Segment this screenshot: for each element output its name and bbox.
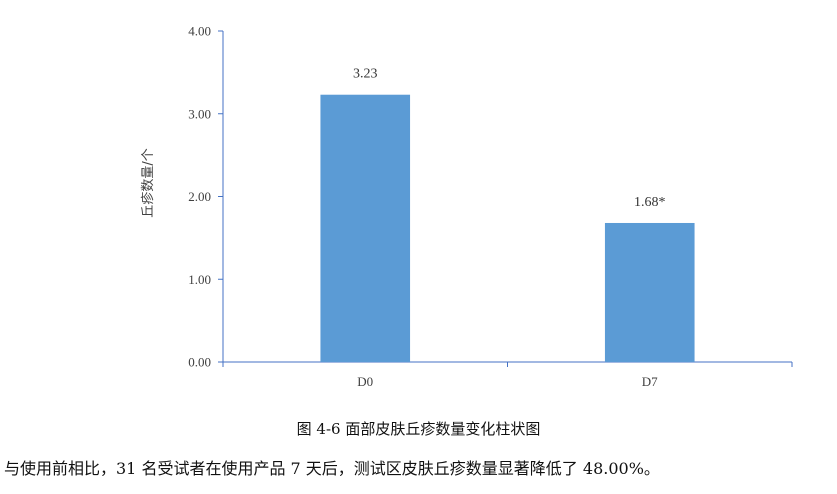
x-tick-label: D0: [357, 374, 373, 389]
y-tick-label: 3.00: [188, 106, 211, 121]
x-tick-label: D7: [642, 374, 658, 389]
bar-chart: 0.00 1.00 2.00 3.00 4.00 3.23 D0 1.68* D7 丘疹数量/…: [140, 24, 793, 389]
figure-caption: 图 4-6 面部皮肤丘疹数量变化柱状图: [296, 420, 541, 438]
x-axis: [222, 361, 793, 367]
body-paragraph: 与使用前相比，31 名受试者在使用产品 7 天后，测试区皮肤丘疹数量显著降低了 …: [4, 459, 660, 478]
y-axis-title: 丘疹数量/个: [140, 148, 156, 217]
bar-d0: [320, 94, 411, 362]
y-tick-label: 0.00: [188, 355, 211, 370]
y-tick-label: 2.00: [188, 189, 211, 204]
data-label: 1.68*: [634, 195, 666, 210]
y-tick-label: 4.00: [188, 24, 211, 39]
bar-d7: [604, 222, 695, 362]
y-axis: 0.00 1.00 2.00 3.00 4.00: [188, 24, 224, 370]
data-label: 3.23: [353, 67, 378, 82]
y-tick-label: 1.00: [188, 272, 211, 287]
bars: 3.23 D0 1.68* D7: [320, 67, 695, 389]
